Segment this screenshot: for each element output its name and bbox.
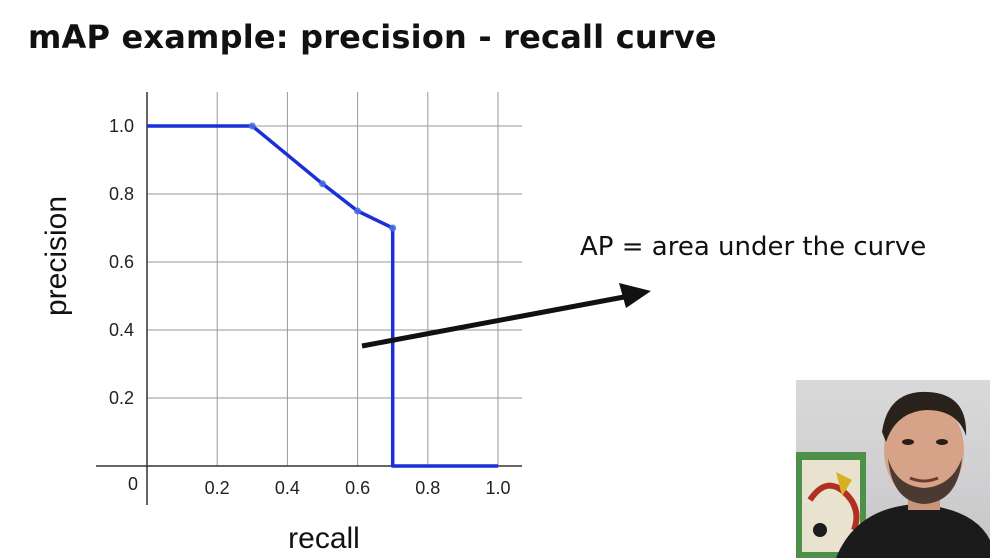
- origin-label: 0: [128, 474, 138, 494]
- tick-labels: 0.2 0.4 0.6 0.8 1.0 0.2 0.4 0.6 0.8 1.0: [109, 116, 511, 498]
- x-tick-label: 1.0: [485, 478, 510, 498]
- annotation-text: AP = area under the curve: [580, 232, 927, 262]
- webcam-video: [796, 380, 990, 558]
- x-tick-label: 0.2: [205, 478, 230, 498]
- hair: [882, 391, 967, 442]
- y-tick-label: 0.2: [109, 388, 134, 408]
- y-tick-label: 1.0: [109, 116, 134, 136]
- y-tick-label: 0.4: [109, 320, 134, 340]
- presenter-image: [796, 391, 990, 558]
- grid: [147, 92, 522, 466]
- y-axis-label: precision: [40, 196, 73, 316]
- x-axis-label: recall: [288, 522, 360, 555]
- markers-layer: [248, 122, 397, 232]
- data-point: [319, 180, 326, 188]
- painting-dot: [813, 523, 827, 537]
- y-tick-label: 0.6: [109, 252, 134, 272]
- face: [884, 398, 964, 502]
- data-point: [248, 122, 256, 130]
- x-tick-label: 0.4: [275, 478, 300, 498]
- eye-right: [936, 439, 948, 445]
- mouth: [909, 476, 939, 483]
- data-point: [389, 224, 397, 232]
- x-tick-label: 0.6: [345, 478, 370, 498]
- x-tick-label: 0.8: [415, 478, 440, 498]
- axes: [96, 92, 522, 505]
- painting-accent: [836, 472, 852, 496]
- y-tick-label: 0.8: [109, 184, 134, 204]
- beard: [888, 458, 962, 504]
- arrow-shaft: [361, 294, 625, 349]
- arrow: [361, 283, 651, 349]
- slide-title: mAP example: precision - recall curve: [28, 18, 717, 56]
- series-layer: [147, 124, 498, 468]
- series-line-0: [147, 124, 498, 468]
- shirt: [836, 504, 990, 558]
- data-point: [354, 207, 362, 215]
- eye-left: [902, 439, 914, 445]
- arrow-head: [619, 283, 651, 308]
